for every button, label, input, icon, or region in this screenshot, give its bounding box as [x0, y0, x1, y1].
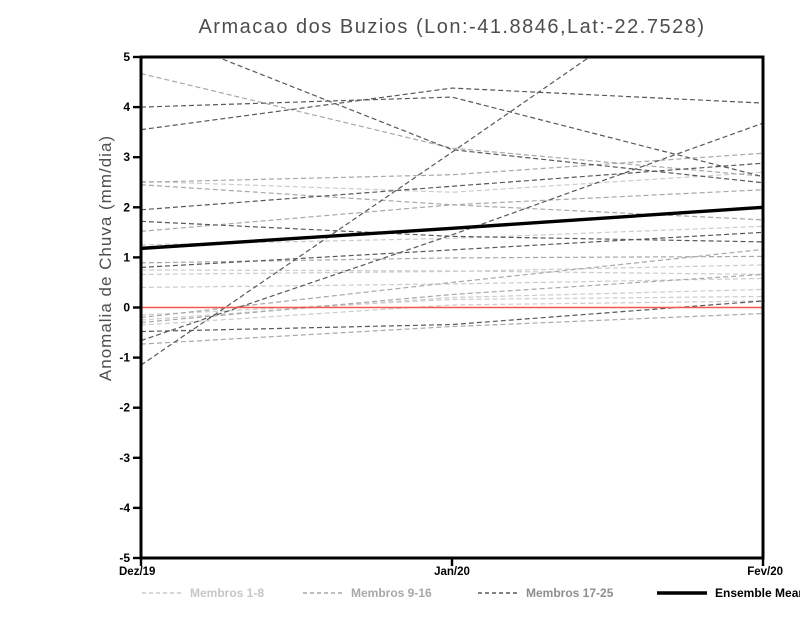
- y-tick-label: 0: [123, 301, 130, 315]
- member-line: [141, 269, 763, 276]
- legend-line-sample: [657, 591, 707, 595]
- y-tick-label: 2: [123, 200, 130, 214]
- legend-line-sample: [303, 592, 343, 594]
- y-tick-label: -3: [119, 451, 130, 465]
- plot-frame: [139, 55, 765, 560]
- member-line: [141, 295, 763, 316]
- legend-line-sample: [142, 592, 182, 594]
- member-line: [141, 248, 763, 319]
- legend-entry: Membros 9-16: [303, 585, 432, 601]
- ensemble-mean-line: [141, 205, 763, 251]
- member-line: [141, 300, 763, 326]
- y-tick-label: -4: [119, 501, 130, 515]
- member-line: [141, 273, 763, 324]
- member-line: [141, 96, 763, 178]
- legend-label: Ensemble Mean: [715, 586, 800, 600]
- member-line: [141, 87, 763, 131]
- member-line: [141, 189, 763, 232]
- y-tick-label: -2: [119, 401, 130, 415]
- y-tick-label: 4: [123, 100, 130, 114]
- legend-label: Membros 17-25: [526, 586, 614, 600]
- member-line: [141, 72, 763, 177]
- y-tick-label: -5: [119, 551, 130, 565]
- member-line: [141, 231, 763, 269]
- legend: Membros 1-8 Membros 9-16 Membros 17-25 Ense…: [0, 585, 800, 603]
- legend-line-sample: [478, 592, 518, 594]
- member-line: [141, 162, 763, 211]
- legend-entry: Membros 17-25: [478, 585, 613, 601]
- member-line: [141, 312, 763, 345]
- y-tick-label: -1: [119, 351, 130, 365]
- member-line: [141, 57, 591, 366]
- member-line: [141, 171, 763, 193]
- y-tick-label: 1: [123, 250, 130, 264]
- legend-entry: Membros 1-8: [142, 585, 264, 601]
- x-tick-label: Dez/19: [119, 566, 155, 578]
- legend-label: Membros 1-8: [190, 586, 265, 600]
- y-tick-label: 5: [123, 50, 130, 64]
- x-tick-label: Jan/20: [434, 566, 470, 578]
- y-tick-label: 3: [123, 150, 130, 164]
- x-tick-label: Fev/20: [747, 566, 783, 578]
- legend-label: Membros 9-16: [351, 586, 432, 600]
- member-line: [141, 122, 763, 342]
- member-line: [141, 220, 763, 243]
- chart-title: Armacao dos Buzios (Lon:-41.8846,Lat:-22…: [198, 16, 706, 38]
- member-line: [141, 300, 763, 333]
- legend-entry: Ensemble Mean: [657, 585, 800, 601]
